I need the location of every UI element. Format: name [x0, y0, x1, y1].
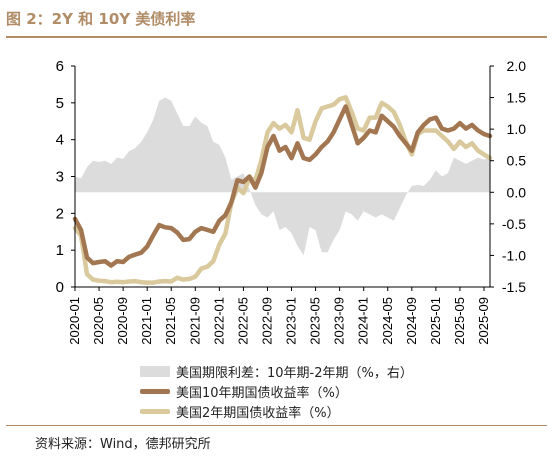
yield-10y-line	[72, 104, 493, 268]
y-right-tick-label: 1.0	[507, 121, 527, 137]
x-tick-label: 2023-01	[284, 297, 299, 345]
y-left-tick-label: 1	[56, 242, 64, 259]
legend-swatch-2y	[140, 408, 170, 414]
x-tick-label: 2025-05	[452, 297, 467, 345]
legend: 美国期限利差：10年期-2年期（%，右） 美国10年期国债收益率（%） 美国2年…	[140, 361, 413, 421]
legend-label-2y: 美国2年期国债收益率（%）	[176, 405, 340, 421]
y-right-tick-label: -0.5	[502, 216, 526, 232]
y-right-tick-label: -1.0	[502, 247, 526, 263]
legend-label-10y: 美国10年期国债收益率（%）	[176, 385, 348, 401]
y-left-tick-label: 5	[56, 95, 64, 112]
yield-2y-line	[72, 95, 493, 285]
title-divider	[6, 36, 547, 38]
x-tick-label: 2020-01	[67, 297, 82, 345]
y-left-tick-label: 3	[56, 169, 64, 186]
x-tick-label: 2025-01	[428, 297, 443, 345]
y-left-tick-label: 6	[56, 58, 64, 75]
legend-swatch-spread	[140, 365, 170, 377]
x-tick-label: 2022-09	[259, 297, 274, 345]
x-tick-label: 2022-01	[211, 297, 226, 345]
x-tick-label: 2023-09	[332, 297, 347, 345]
x-tick-label: 2024-05	[380, 297, 395, 345]
legend-item-spread: 美国期限利差：10年期-2年期（%，右）	[140, 361, 413, 381]
y-right-tick-label: -1.5	[502, 279, 526, 295]
y-right-tick-label: 2.0	[507, 58, 527, 74]
x-tick-label: 2021-09	[187, 297, 202, 345]
legend-label-spread: 美国期限利差：10年期-2年期（%，右）	[176, 365, 413, 381]
spread-area	[75, 97, 490, 256]
x-tick-label: 2025-09	[476, 297, 491, 345]
y-right-tick-label: 0.5	[507, 153, 527, 169]
x-tick-label: 2022-05	[235, 297, 250, 345]
source-note: 资料来源：Wind，德邦研究所	[35, 437, 211, 452]
y-right-tick-label: 1.5	[507, 90, 527, 106]
legend-item-2y: 美国2年期国债收益率（%）	[140, 401, 413, 421]
y-left-tick-label: 2	[56, 205, 64, 222]
x-tick-label: 2021-05	[163, 297, 178, 345]
x-tick-label: 2020-05	[91, 297, 106, 345]
legend-swatch-10y	[140, 388, 170, 394]
y-right-tick-label: 0.0	[507, 184, 527, 200]
y-left-tick-label: 0	[56, 279, 64, 296]
x-tick-label: 2020-09	[115, 297, 130, 345]
chart-title: 图 2：2Y 和 10Y 美债利率	[6, 10, 196, 28]
x-tick-label: 2023-05	[308, 297, 323, 345]
x-tick-label: 2021-01	[139, 297, 154, 345]
legend-item-10y: 美国10年期国债收益率（%）	[140, 381, 413, 401]
y-left-tick-label: 4	[56, 132, 64, 149]
x-tick-label: 2024-01	[356, 297, 371, 345]
x-tick-label: 2024-09	[404, 297, 419, 345]
footer-divider	[6, 425, 547, 426]
